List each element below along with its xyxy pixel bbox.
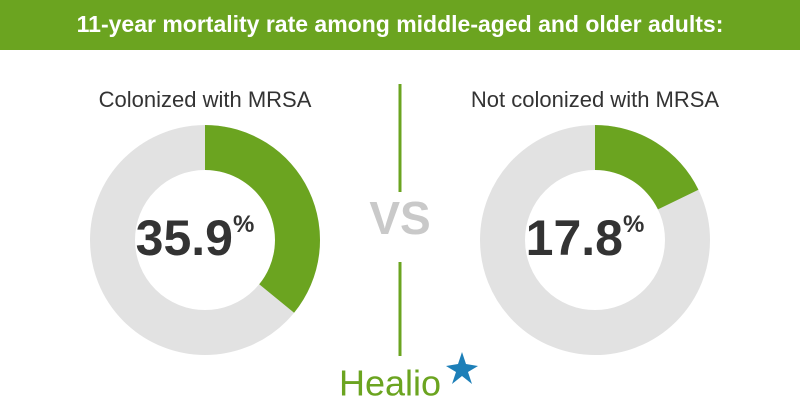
- brand-star: [446, 352, 478, 384]
- donut-title: Not colonized with MRSA: [471, 87, 720, 112]
- donut-title: Colonized with MRSA: [99, 87, 312, 112]
- value-number: 17.8: [526, 210, 623, 266]
- header-bar: [0, 0, 800, 50]
- donut-segment: [205, 125, 320, 313]
- donut-segment: [595, 125, 699, 210]
- header-title: 11-year mortality rate among middle-aged…: [77, 11, 724, 37]
- vs-label: VS: [369, 192, 430, 244]
- brand-name: Healio: [339, 363, 441, 404]
- value-label: 17.8%: [526, 210, 645, 266]
- value-unit: %: [233, 211, 254, 238]
- value-number: 35.9: [136, 210, 233, 266]
- brand-logo: Healio: [339, 352, 478, 404]
- value-unit: %: [623, 211, 644, 238]
- value-label: 35.9%: [136, 210, 255, 266]
